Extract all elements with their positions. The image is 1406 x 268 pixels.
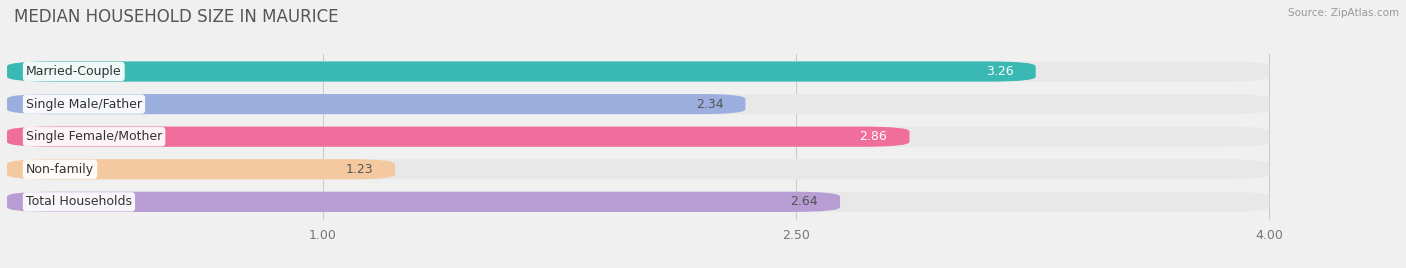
Text: MEDIAN HOUSEHOLD SIZE IN MAURICE: MEDIAN HOUSEHOLD SIZE IN MAURICE — [14, 8, 339, 26]
Text: Source: ZipAtlas.com: Source: ZipAtlas.com — [1288, 8, 1399, 18]
FancyBboxPatch shape — [7, 159, 1270, 179]
Text: 2.64: 2.64 — [790, 195, 818, 208]
Text: Single Male/Father: Single Male/Father — [25, 98, 142, 111]
FancyBboxPatch shape — [7, 94, 1270, 114]
FancyBboxPatch shape — [7, 126, 910, 147]
FancyBboxPatch shape — [7, 61, 1270, 82]
FancyBboxPatch shape — [7, 94, 745, 114]
Text: Single Female/Mother: Single Female/Mother — [25, 130, 162, 143]
Text: 3.26: 3.26 — [986, 65, 1014, 78]
Text: Total Households: Total Households — [25, 195, 132, 208]
Text: Non-family: Non-family — [25, 163, 94, 176]
FancyBboxPatch shape — [7, 126, 1270, 147]
FancyBboxPatch shape — [7, 192, 839, 212]
Text: 2.86: 2.86 — [859, 130, 887, 143]
FancyBboxPatch shape — [7, 159, 395, 179]
FancyBboxPatch shape — [7, 192, 1270, 212]
Text: Married-Couple: Married-Couple — [25, 65, 121, 78]
Text: 1.23: 1.23 — [346, 163, 373, 176]
FancyBboxPatch shape — [7, 61, 1036, 82]
Text: 2.34: 2.34 — [696, 98, 723, 111]
